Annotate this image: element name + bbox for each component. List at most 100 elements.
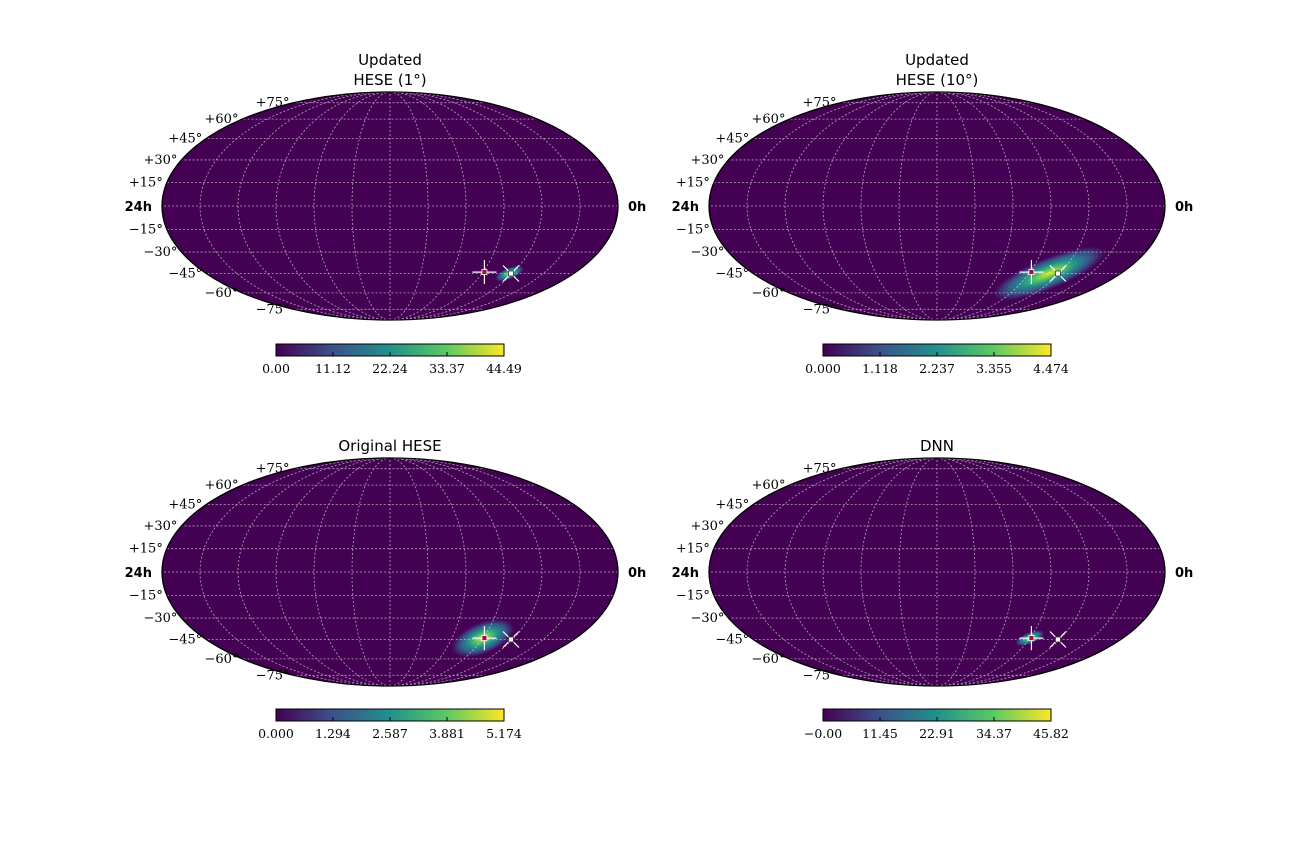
latitude-label: +45°	[715, 498, 749, 513]
latitude-label: −30°	[690, 245, 724, 260]
latitude-label: −45°	[715, 632, 749, 647]
meridian-line	[822, 92, 938, 320]
latitude-label: −15°	[676, 222, 710, 237]
meridian-line	[822, 458, 938, 686]
x-marker	[1049, 265, 1067, 282]
meridian-line	[784, 92, 938, 320]
latitude-label: +30°	[143, 153, 177, 168]
colorbar-tick-label: 3.881	[429, 726, 465, 741]
meridian-line	[237, 458, 391, 686]
latitude-label: +45°	[168, 498, 202, 513]
colorbar-tick-label: 45.82	[1033, 726, 1069, 741]
latitude-label: +30°	[690, 153, 724, 168]
meridian-line	[199, 92, 391, 320]
meridian-line	[389, 92, 543, 320]
colorbar-tick-label: 3.355	[976, 361, 1012, 376]
latitude-label: +60°	[205, 112, 239, 127]
latitude-label: −75°	[803, 302, 837, 317]
latitude-label: +15°	[676, 542, 710, 557]
latitude-label: −45°	[168, 632, 202, 647]
colorbar-tick-label: 5.174	[486, 726, 522, 741]
colorbar-tick-label: 0.000	[258, 726, 294, 741]
colorbar-tick-label: −0.00	[804, 726, 842, 741]
meridian-line	[389, 458, 505, 686]
latitude-label: −30°	[143, 611, 177, 626]
meridian-line	[936, 92, 1090, 320]
meridian-line	[746, 458, 938, 686]
latitude-label: +75°	[803, 96, 837, 111]
latitude-label: +15°	[676, 176, 710, 191]
meridian-line	[389, 458, 581, 686]
meridian-line	[237, 92, 391, 320]
plus-marker	[1019, 626, 1044, 651]
meridian-line	[936, 458, 1128, 686]
plus-marker	[1019, 260, 1044, 285]
meridian-line	[275, 92, 391, 320]
ra-label-right: 0h	[628, 566, 646, 581]
colorbar-tick-label: 11.12	[315, 361, 351, 376]
map-outline	[161, 457, 619, 687]
latitude-label: −75°	[256, 668, 290, 683]
latitude-label: −60°	[752, 286, 786, 301]
latitude-label: +15°	[129, 176, 163, 191]
ra-label-right: 0h	[1175, 566, 1193, 581]
latitude-label: +15°	[129, 542, 163, 557]
graticule	[709, 458, 1165, 686]
latitude-label: +60°	[205, 478, 239, 493]
panel-title: DNN	[920, 437, 954, 455]
meridian-line	[784, 458, 938, 686]
meridian-line	[389, 458, 543, 686]
colorbar-tick-label: 34.37	[976, 726, 1012, 741]
latitude-label: −30°	[143, 245, 177, 260]
latitude-label: −60°	[205, 286, 239, 301]
panel-title: Updated	[358, 51, 422, 69]
map-outline	[708, 457, 1166, 687]
ra-label-left: 24h	[672, 566, 699, 581]
ra-label-right: 0h	[628, 200, 646, 215]
colorbar-tick-label: 22.24	[372, 361, 408, 376]
ra-label-left: 24h	[125, 200, 152, 215]
latitude-label: +75°	[256, 462, 290, 477]
meridian-line	[275, 458, 391, 686]
ra-label-left: 24h	[672, 200, 699, 215]
latitude-label: −60°	[205, 652, 239, 667]
meridian-line	[199, 458, 391, 686]
panel-title: HESE (1°)	[353, 71, 426, 89]
colorbar-tick-label: 4.474	[1033, 361, 1069, 376]
meridian-line	[746, 92, 938, 320]
latitude-label: +75°	[803, 462, 837, 477]
colorbar-tick-label: 1.118	[862, 361, 898, 376]
sky-map-panel-1: +75° +60°+45° +30° +15° −15° −30° −45°−60° −75°…	[125, 51, 647, 376]
latitude-label: −45°	[168, 266, 202, 281]
colorbar-tick-label: 11.45	[862, 726, 898, 741]
latitude-label: −60°	[752, 652, 786, 667]
sky-map-panel-4: +75° +60°+45° +30° +15° −15° −30° −45°−60° −75°…	[672, 437, 1194, 741]
colorbar-tick-label: 0.000	[805, 361, 841, 376]
hotspot	[990, 245, 1107, 302]
sky-map-panel-2: +75° +60°+45° +30° +15° −15° −30° −45°−60° −75°…	[672, 51, 1194, 376]
plus-marker	[472, 626, 497, 651]
colorbar-tick-label: 44.49	[486, 361, 522, 376]
meridian-line	[936, 92, 1052, 320]
latitude-label: −15°	[129, 588, 163, 603]
panel-title: Original HESE	[338, 437, 441, 455]
colorbar-tick-label: 2.237	[919, 361, 955, 376]
colorbar-tick-label: 0.00	[262, 361, 290, 376]
meridian-line	[389, 92, 505, 320]
colorbar-tick-label: 33.37	[429, 361, 465, 376]
latitude-label: −15°	[676, 588, 710, 603]
map-outline	[161, 91, 619, 321]
colorbar-tick-label: 22.91	[919, 726, 955, 741]
meridian-line	[936, 458, 1052, 686]
x-marker	[502, 631, 520, 648]
latitude-label: +45°	[168, 132, 202, 147]
colorbar-tick-label: 1.294	[315, 726, 351, 741]
x-marker	[1049, 631, 1067, 648]
latitude-label: −30°	[690, 611, 724, 626]
sky-map-panel-3: +75° +60°+45° +30° +15° −15° −30° −45°−60° −75°…	[125, 437, 647, 741]
meridian-line	[389, 92, 581, 320]
meridian-line	[936, 458, 1090, 686]
map-outline	[708, 91, 1166, 321]
latitude-label: −75°	[256, 302, 290, 317]
